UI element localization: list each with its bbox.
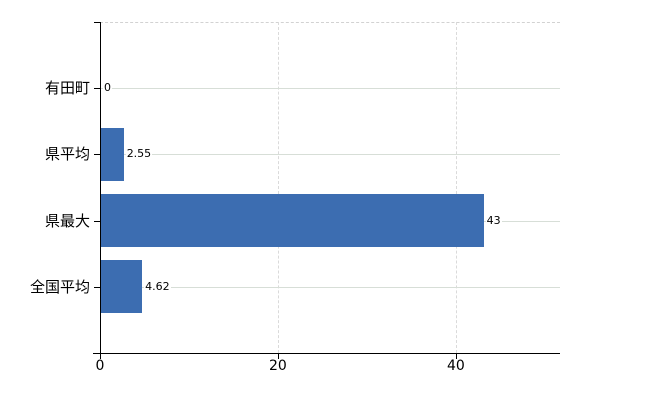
v-gridline [455,22,457,353]
x-axis-tick [277,353,279,359]
bar [101,127,124,181]
y-axis-tick [94,154,100,156]
y-axis-tick [94,220,100,222]
plot-top-border [100,22,560,23]
x-axis [93,353,560,354]
x-tick-label: 20 [269,358,287,374]
h-gridline [100,286,560,288]
y-axis-tick [94,286,100,288]
y-axis-tick [94,22,100,23]
category-label: 全国平均 [29,277,90,296]
bar-value-label: 43 [485,213,502,228]
h-gridline [100,154,560,156]
category-label: 県平均 [44,145,90,164]
x-tick-label: 0 [95,358,105,374]
bar [101,260,143,314]
category-label: 有田町 [44,79,90,98]
x-axis-tick [455,353,457,359]
category-label: 県最大 [44,211,90,230]
bar-value-label: 0 [103,81,112,96]
y-axis [100,22,101,359]
bar [101,194,484,248]
x-tick-label: 40 [446,358,465,374]
bar-value-label: 2.55 [125,147,153,162]
h-gridline [100,88,560,90]
bar-value-label: 4.62 [144,279,171,294]
y-axis-tick [94,88,100,90]
v-gridline [277,22,279,353]
